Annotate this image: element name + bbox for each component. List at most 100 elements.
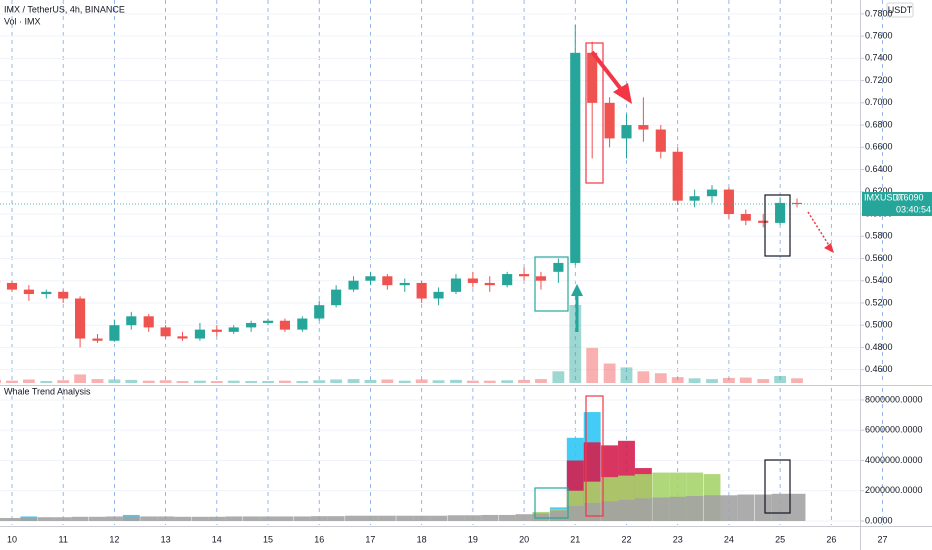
indicator-bar	[481, 514, 499, 522]
volume-bar	[398, 380, 411, 383]
candle-body	[484, 282, 495, 286]
candle-body	[502, 274, 513, 286]
candle-body	[570, 52, 581, 263]
indicator-bar	[703, 495, 721, 522]
indicator-bar	[174, 516, 191, 522]
price-countdown: 03:40:54	[896, 204, 931, 214]
volume-bar	[91, 379, 104, 383]
volume-bar	[774, 375, 787, 383]
indicator-bar	[634, 498, 652, 522]
currency[interactable]: USDT	[888, 5, 913, 15]
x-tick-label: 15	[263, 534, 273, 544]
candle-body	[672, 151, 683, 201]
indicator-bar	[71, 516, 89, 522]
y-tick-label: 0.7000	[865, 97, 893, 107]
x-tick-label: 27	[878, 534, 888, 544]
candle-body	[262, 320, 274, 323]
indicator-bar	[105, 516, 123, 522]
volume-bar	[210, 381, 223, 383]
y-tick-label: 0.0000	[865, 515, 893, 525]
y-tick-label: 2000000.0000	[865, 485, 923, 495]
candle-body	[109, 325, 120, 341]
candle-body	[621, 125, 632, 139]
volume-bar	[637, 371, 650, 383]
indicator-title: Whale Trend Analysis	[4, 386, 91, 396]
annotation-arrowhead	[824, 243, 834, 253]
candle-body	[58, 291, 69, 299]
volume-bar	[125, 379, 138, 383]
y-tick-label: 0.4800	[865, 342, 893, 352]
indicator-bar	[0, 517, 4, 522]
indicator-bar	[361, 515, 379, 522]
candle-body	[604, 102, 615, 139]
candle-body	[297, 318, 308, 330]
indicator-bar	[310, 516, 328, 522]
volume-bar	[569, 305, 582, 383]
x-tick-label: 17	[365, 534, 375, 544]
y-tick-label: 0.7400	[865, 53, 893, 63]
indicator-bar	[3, 517, 21, 522]
indicator-bar	[396, 515, 414, 522]
candle-body	[740, 214, 751, 221]
volume-bar	[654, 373, 667, 383]
y-tick-label: 0.6200	[865, 186, 893, 196]
y-tick-label: 0.5200	[865, 297, 893, 307]
indicator-bar	[89, 516, 106, 522]
axis-labels: 0.4600 0.4800 0.5000 0.5200 0.5400 0.5600 0.58…	[7, 8, 932, 544]
candle-body	[23, 289, 34, 295]
indicator-bar	[788, 493, 806, 522]
y-tick-label: 0.7800	[865, 8, 893, 18]
indicator-bar	[515, 514, 533, 522]
annotation-box	[534, 256, 569, 312]
volume-bar	[586, 347, 599, 383]
indicator-bar	[225, 516, 243, 522]
indicator-bar	[686, 496, 704, 522]
volume-bar	[245, 381, 258, 383]
x-tick-label: 23	[673, 534, 683, 544]
volume-bar	[108, 379, 121, 383]
indicator-bar	[771, 493, 789, 522]
candle-body	[41, 291, 52, 295]
volume-bar	[620, 367, 633, 383]
candle-body	[177, 336, 188, 339]
volume-bar	[671, 377, 684, 383]
volume-bar	[483, 380, 496, 383]
volume-bar	[466, 380, 479, 383]
x-tick-label: 25	[775, 534, 785, 544]
volume-bar	[535, 379, 547, 383]
volume-bar	[159, 380, 172, 383]
annotation-box	[764, 194, 791, 257]
candle-body	[6, 282, 18, 290]
indicator-bar	[276, 516, 294, 522]
volume-bar	[518, 379, 530, 383]
annotation-box	[585, 42, 604, 184]
indicator-bar	[293, 516, 311, 522]
currency-box[interactable]	[886, 2, 914, 18]
candle-body	[535, 276, 547, 281]
indicator-bar	[191, 516, 209, 522]
y-tick-label: 0.7600	[865, 31, 893, 41]
y-tick-label: 0.5000	[865, 320, 893, 330]
y-tick-label: 0.5400	[865, 275, 893, 285]
candle-body	[587, 52, 598, 103]
x-tick-label: 12	[109, 534, 119, 544]
volume-bar	[552, 371, 565, 383]
indicator-bar	[345, 515, 362, 522]
x-tick-label: 18	[417, 534, 427, 544]
candle-body	[314, 305, 325, 319]
volume-bar	[757, 379, 770, 383]
x-tick-label: 21	[570, 534, 580, 544]
y-tick-label: 0.6800	[865, 119, 893, 129]
indicator-bar	[430, 515, 448, 522]
volume-bar	[227, 380, 240, 383]
volume-bar	[279, 380, 291, 383]
volume-bar	[722, 377, 735, 383]
volume-bar	[57, 380, 70, 383]
volume-bar	[40, 381, 53, 383]
indicator-bar	[378, 515, 396, 522]
annotation-arrow	[590, 50, 626, 95]
price-value: 0.6090	[896, 192, 924, 202]
candle-body	[723, 189, 734, 215]
indicator-bar	[618, 499, 635, 522]
